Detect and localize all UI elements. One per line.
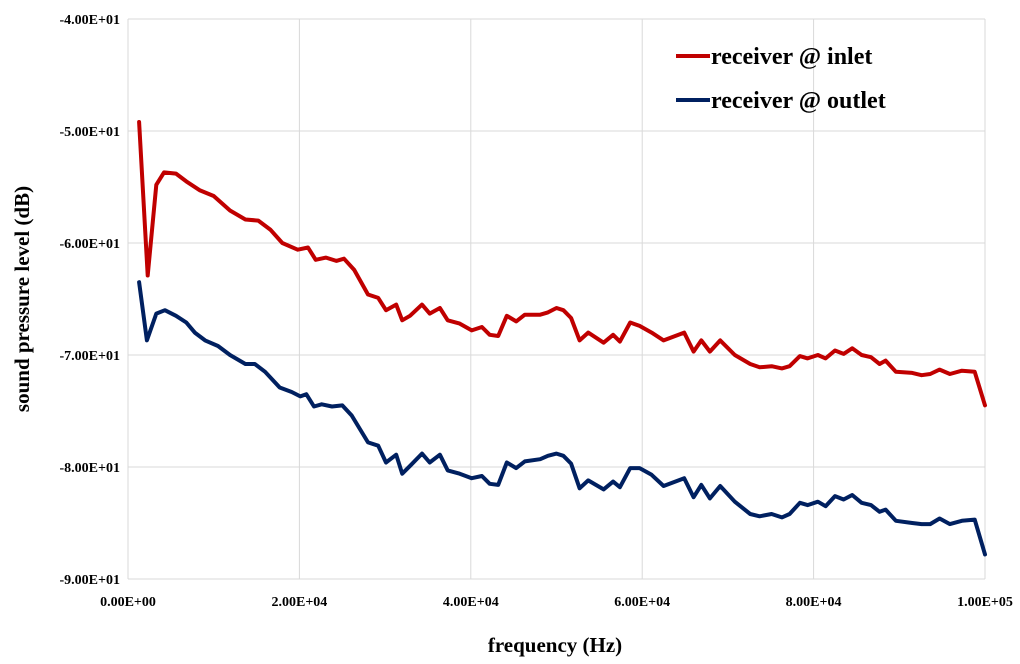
y-tick-label: -5.00E+01	[60, 125, 120, 140]
legend: receiver @ inlet receiver @ outlet	[676, 44, 886, 114]
x-tick-label: 6.00E+04	[614, 595, 670, 610]
grid-lines	[127, 18, 986, 580]
x-tick-label: 1.00E+05	[957, 595, 1013, 610]
x-tick-label: 2.00E+04	[271, 595, 327, 610]
series-line-outlet	[137, 280, 987, 557]
x-axis-ticks: 0.00E+00 2.00E+04 4.00E+04 6.00E+04 8.00E+04…	[100, 595, 1013, 610]
x-tick-label: 4.00E+04	[443, 595, 499, 610]
legend-label: receiver @ outlet	[711, 88, 886, 114]
y-tick-label: -6.00E+01	[60, 237, 120, 252]
x-tick-label: 0.00E+00	[100, 595, 156, 610]
y-tick-label: -9.00E+01	[60, 573, 120, 588]
x-tick-label: 8.00E+04	[786, 595, 842, 610]
y-axis-ticks: -4.00E+01 -5.00E+01 -6.00E+01 -7.00E+01 -8.0…	[60, 13, 120, 588]
series-group	[137, 120, 987, 557]
y-tick-label: -8.00E+01	[60, 461, 120, 476]
x-axis-title: frequency (Hz)	[488, 633, 622, 657]
legend-label: receiver @ inlet	[711, 44, 872, 70]
series-line-inlet	[137, 120, 987, 408]
y-axis-title: sound pressure level (dB)	[10, 186, 34, 412]
y-tick-label: -7.00E+01	[60, 349, 120, 364]
y-tick-label: -4.00E+01	[60, 13, 120, 28]
